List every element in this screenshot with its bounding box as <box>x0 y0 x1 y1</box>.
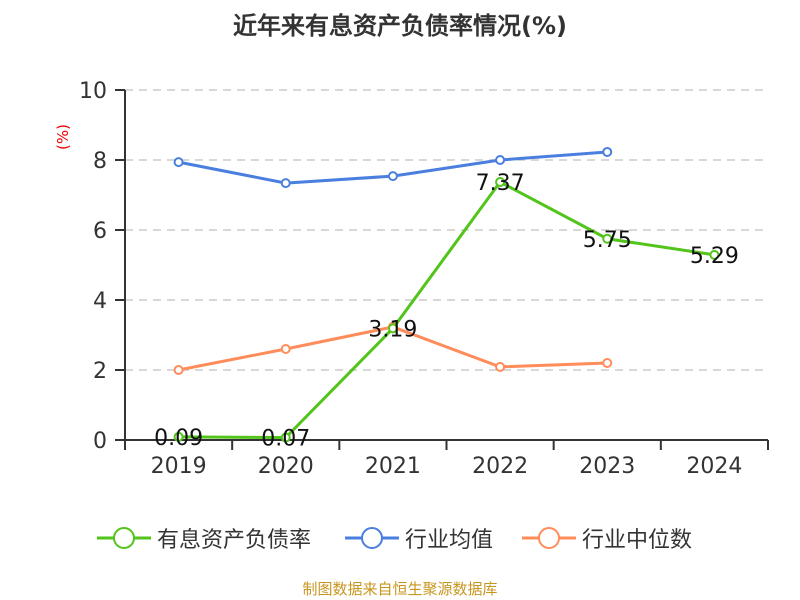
legend-item[interactable]: 行业均值 <box>345 522 493 554</box>
data-point <box>280 178 291 189</box>
y-tick-label: 8 <box>93 149 107 174</box>
x-tick-label: 2020 <box>258 454 314 479</box>
legend-label: 有息资产负债率 <box>157 528 312 553</box>
legend-marker-icon <box>522 527 576 549</box>
data-point <box>602 358 613 368</box>
data-label: 0.09 <box>154 426 203 451</box>
x-tick-label: 2021 <box>365 454 421 479</box>
data-point <box>495 177 506 188</box>
x-tick-label: 2022 <box>472 454 528 479</box>
data-point <box>495 361 506 372</box>
x-tick-label: 2023 <box>579 454 635 479</box>
legend-item[interactable]: 行业中位数 <box>522 522 692 554</box>
data-label: 3.19 <box>368 317 417 342</box>
data-point <box>173 157 184 168</box>
y-tick-label: 4 <box>93 289 107 314</box>
data-point <box>602 146 613 157</box>
data-point <box>495 155 506 165</box>
y-tick-label: 0 <box>93 429 107 454</box>
data-point <box>387 171 398 182</box>
data-point <box>387 323 398 334</box>
y-tick-label: 10 <box>79 79 107 104</box>
data-label: 5.29 <box>690 244 739 269</box>
data-label: 0.07 <box>261 427 310 452</box>
legend-marker-icon <box>97 527 151 549</box>
legend-label: 行业均值 <box>405 528 494 553</box>
data-point <box>709 249 720 260</box>
chart-title: 近年来有息资产负债率情况(%) <box>233 12 567 40</box>
source-note: 制图数据来自恒生聚源数据库 <box>302 580 498 598</box>
data-point <box>173 431 184 442</box>
data-label: 7.37 <box>476 171 525 196</box>
data-point <box>602 233 613 244</box>
legend-label: 行业中位数 <box>582 528 693 553</box>
data-point <box>280 432 291 443</box>
x-tick-label: 2019 <box>151 454 207 479</box>
y-tick-label: 2 <box>93 359 107 384</box>
data-point <box>173 365 184 375</box>
series-line <box>178 180 715 440</box>
legend-item[interactable]: 有息资产负债率 <box>97 522 311 554</box>
legend-marker-icon <box>345 527 399 549</box>
data-label: 5.75 <box>583 228 632 253</box>
x-tick-label: 2024 <box>686 454 742 479</box>
y-tick-label: 6 <box>93 219 107 244</box>
data-point <box>280 344 291 354</box>
